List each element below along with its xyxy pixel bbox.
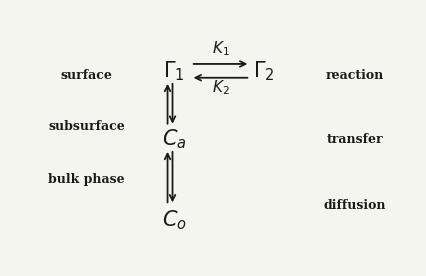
Text: reaction: reaction: [325, 69, 383, 82]
Text: diffusion: diffusion: [322, 199, 385, 212]
Text: $K_1$: $K_1$: [211, 40, 229, 59]
Text: $\Gamma_1$: $\Gamma_1$: [163, 60, 184, 83]
Text: subsurface: subsurface: [48, 120, 124, 133]
Text: transfer: transfer: [325, 133, 382, 146]
Text: $\Gamma_2$: $\Gamma_2$: [252, 60, 274, 83]
Text: $K_2$: $K_2$: [211, 78, 229, 97]
Text: bulk phase: bulk phase: [48, 173, 124, 186]
Text: surface: surface: [60, 69, 112, 82]
Text: $C_a$: $C_a$: [161, 128, 186, 151]
Text: $C_o$: $C_o$: [161, 208, 186, 232]
